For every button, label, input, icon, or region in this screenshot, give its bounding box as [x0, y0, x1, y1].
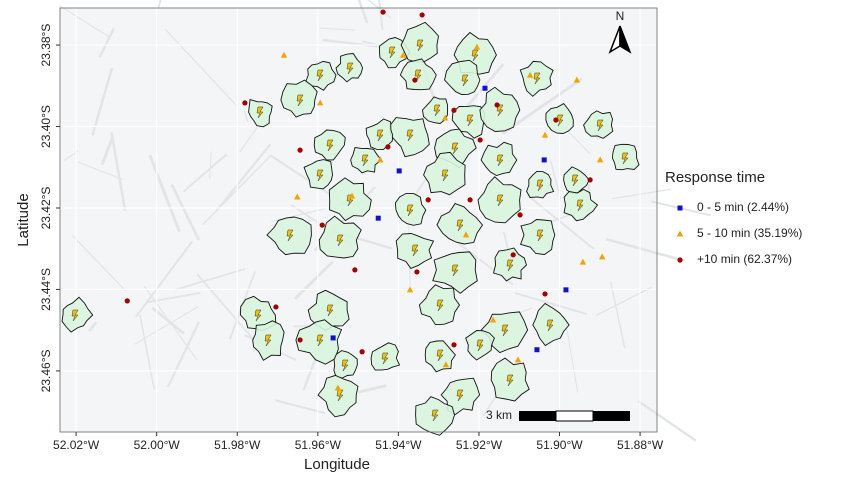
x-tick-label: 51.90°W [536, 438, 583, 452]
point [414, 269, 419, 274]
point [563, 287, 568, 292]
scale-label: 3 km [486, 408, 512, 422]
point [297, 148, 302, 153]
scale-seg [593, 411, 630, 421]
legend-label: 0 - 5 min (2.44%) [697, 200, 789, 214]
point [494, 102, 499, 107]
point [534, 347, 539, 352]
y-axis-title: Latitude [15, 193, 32, 246]
legend-title: Response time [665, 169, 765, 186]
x-tick-label: 51.98°W [214, 438, 261, 452]
x-tick-label: 51.94°W [375, 438, 422, 452]
point [420, 12, 425, 17]
legend-marker [677, 257, 682, 262]
y-tick-label: 23.42°S [39, 187, 53, 230]
point [320, 222, 325, 227]
point [376, 216, 381, 221]
y-tick-label: 23.46°S [39, 349, 53, 392]
x-tick-label: 52.00°W [134, 438, 181, 452]
point [451, 342, 456, 347]
street [158, 0, 178, 8]
point [542, 157, 547, 162]
y-tick-label: 23.38°S [39, 24, 53, 67]
point [412, 77, 417, 82]
point [242, 100, 247, 105]
y-tick-label: 23.44°S [39, 268, 53, 311]
legend-label: 5 - 10 min (35.19%) [697, 226, 802, 240]
x-tick-label: 51.88°W [617, 438, 664, 452]
point [451, 108, 456, 113]
point [467, 197, 472, 202]
north-label: N [616, 9, 625, 23]
point [297, 337, 302, 342]
point [273, 304, 278, 309]
point [478, 137, 483, 142]
legend-label: +10 min (62.37%) [697, 252, 792, 266]
point [542, 291, 547, 296]
point [426, 197, 431, 202]
point [360, 349, 365, 354]
point [397, 168, 402, 173]
scale-seg [519, 411, 556, 421]
x-tick-label: 51.96°W [295, 438, 342, 452]
point [511, 252, 516, 257]
x-tick-label: 51.92°W [456, 438, 503, 452]
legend: 0 - 5 min (2.44%) 5 - 10 min (35.19%) +10 … [677, 200, 803, 266]
point [588, 177, 593, 182]
point [125, 298, 130, 303]
x-axis-title: Longitude [304, 456, 370, 473]
y-tick-label: 23.40°S [39, 105, 53, 148]
legend-marker [678, 206, 683, 211]
point [352, 267, 357, 272]
point [331, 335, 336, 340]
point [380, 9, 385, 14]
point [482, 86, 487, 91]
scale-seg [556, 411, 593, 421]
legend-marker [677, 231, 683, 237]
point [517, 212, 522, 217]
point [385, 144, 390, 149]
x-tick-label: 52.02°W [53, 438, 100, 452]
point [553, 117, 558, 122]
